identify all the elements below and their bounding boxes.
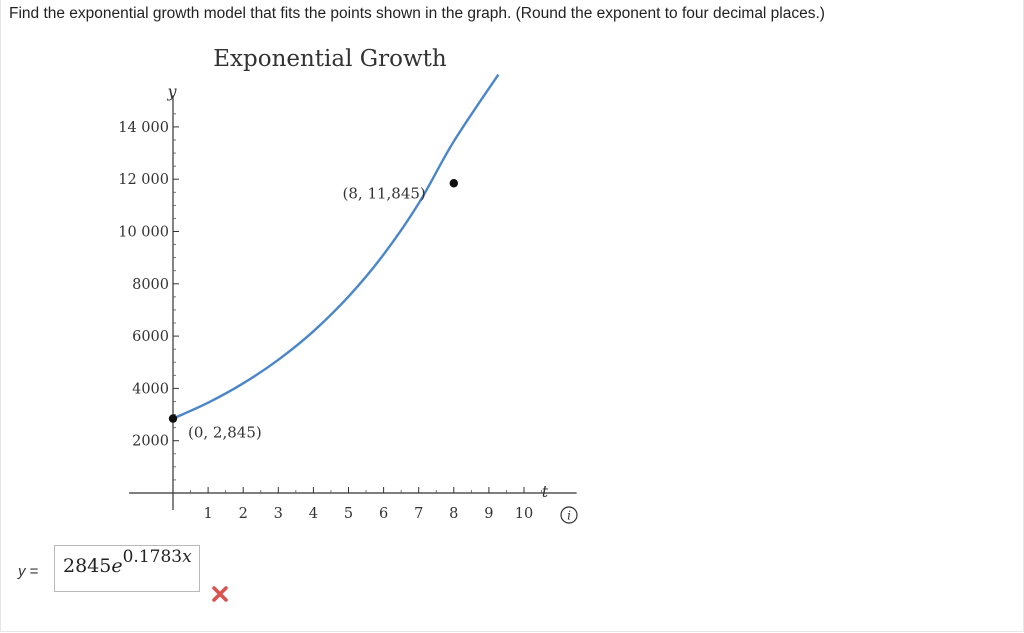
x-tick-label: 5 bbox=[344, 506, 353, 522]
ticks: 2000 4000 6000 8000 10 000 12 000 14 000 1 2 3 4 5 6… bbox=[118, 113, 542, 522]
x-tick-label: 6 bbox=[379, 506, 388, 522]
data-point bbox=[449, 179, 458, 188]
y-tick-label: 6000 bbox=[132, 329, 169, 345]
x-tick-label: 8 bbox=[449, 506, 458, 522]
x-tick-label: 4 bbox=[309, 506, 318, 522]
answer-input[interactable]: 2845e0.1783x bbox=[54, 545, 200, 592]
answer-label: y = bbox=[18, 563, 38, 580]
exponential-growth-chart: Exponential Growth y t 2000 4000 6000 8000 1… bbox=[118, 46, 578, 524]
x-tick-label: 3 bbox=[274, 506, 283, 522]
point-label: (0, 2,845) bbox=[188, 424, 262, 442]
x-tick-label: 7 bbox=[414, 506, 423, 522]
growth-curve bbox=[172, 73, 500, 420]
y-axis-label: y bbox=[166, 82, 177, 101]
answer-base: e bbox=[111, 555, 123, 577]
y-tick-label: 14 000 bbox=[118, 120, 169, 136]
svg-text:i: i bbox=[567, 509, 571, 523]
axes bbox=[129, 95, 577, 510]
answer-exponent-var: x bbox=[182, 547, 192, 567]
answer-label-var: y bbox=[18, 563, 26, 580]
x-axis-label: t bbox=[542, 482, 549, 501]
y-tick-label: 10 000 bbox=[118, 225, 169, 241]
y-tick-label: 8000 bbox=[132, 277, 169, 293]
y-tick-label: 2000 bbox=[132, 434, 169, 450]
answer-math: 2845e0.1783x bbox=[63, 547, 192, 577]
y-tick-label: 4000 bbox=[132, 381, 169, 397]
x-tick-label: 2 bbox=[239, 506, 248, 522]
x-tick-label: 9 bbox=[484, 506, 493, 522]
info-icon[interactable]: i bbox=[560, 506, 578, 524]
answer-label-eq: = bbox=[25, 563, 39, 580]
chart-title: Exponential Growth bbox=[213, 46, 447, 72]
point-label: (8, 11,845) bbox=[343, 184, 426, 202]
x-tick-label: 1 bbox=[203, 506, 212, 522]
answer-exponent-num: 0.1783 bbox=[122, 547, 183, 567]
points: (0, 2,845) (8, 11,845) bbox=[168, 179, 458, 442]
series bbox=[172, 73, 500, 420]
question-text: Find the exponential growth model that f… bbox=[9, 5, 825, 22]
x-mark-icon bbox=[212, 586, 228, 602]
x-tick-label: 10 bbox=[515, 506, 533, 522]
answer-coefficient: 2845 bbox=[63, 555, 112, 577]
y-tick-label: 12 000 bbox=[118, 172, 169, 188]
data-point bbox=[168, 414, 178, 423]
answer-exponent: 0.1783x bbox=[123, 547, 192, 567]
